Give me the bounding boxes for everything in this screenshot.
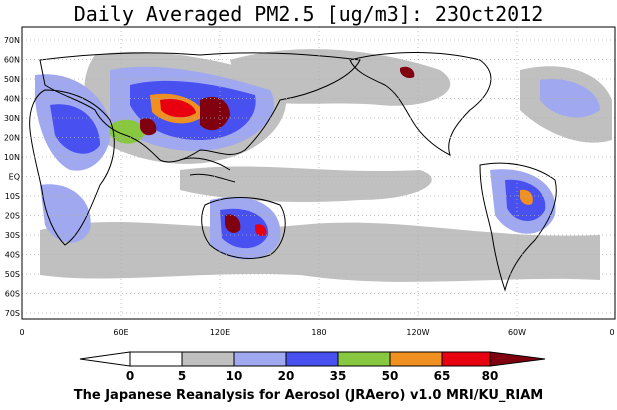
colorbar-label: 20 [278,369,295,383]
lon-label: 60W [508,328,526,337]
lat-label: 40N [4,95,20,104]
field-red-australia [255,224,267,237]
lat-label: 70N [4,36,20,45]
colorbar-bin [285,351,339,367]
lat-label: 20N [4,134,20,143]
coast-eurasia [39,52,361,163]
colorbar-bin [181,351,235,367]
map-frame [21,26,616,320]
coastlines [29,52,557,292]
field-orange-samerica [519,189,533,205]
field-red-asia [160,98,196,118]
colorbar-label: 35 [330,369,347,383]
colorbar-bin [389,351,443,367]
colorbar-label: 65 [434,369,451,383]
colorbar-bin [233,351,287,367]
coast-samerica [479,162,557,292]
pm25-field [22,27,615,319]
footer-credit: The Japanese Reanalysis for Aerosol (JRA… [73,388,544,403]
lat-label: 30S [5,231,20,240]
graticule [22,27,615,319]
colorbar-label: 5 [178,369,186,383]
lat-label: 10S [5,192,20,201]
colorbar: 0 5 10 20 35 50 65 80 [79,351,546,383]
field-lavender-safrica [40,184,91,243]
field-dark-australia [225,214,241,233]
colorbar-high-arrow [489,351,546,367]
map-title: Daily Averaged PM2.5 [ug/m3]: 23Oct2012 [73,2,544,26]
colorbar-bin [441,351,491,367]
lat-label: 20S [5,212,20,221]
coast-australia [201,197,286,259]
lat-label: 50N [4,75,20,84]
field-light-tropics [180,166,432,202]
lon-label: 0 [19,328,24,337]
colorbar-label: 50 [382,369,399,383]
lat-label: 40S [5,251,20,260]
colorbar-label: 0 [126,369,134,383]
coast-africa [29,89,115,246]
lat-labels: 70N 60N 50N 40N 30N 20N 10N EQ 10S 20S 3… [4,36,20,318]
lon-label: 120W [406,328,429,337]
lon-labels: 0 60E 120E 180 120W 60W 0 [19,328,614,337]
lon-label: 120E [210,328,230,337]
lon-label: 60E [113,328,128,337]
lon-label: 0 [609,328,614,337]
lat-label: 10N [4,153,20,162]
lat-label: 30N [4,114,20,123]
lat-label: 50S [5,270,20,279]
lat-label: 60N [4,56,20,65]
colorbar-label: 80 [482,369,499,383]
colorbar-low-arrow [79,351,131,367]
lon-label: 180 [311,328,326,337]
lat-label: 70S [5,309,20,318]
field-light-south-belt [40,221,600,282]
field-dark-namerica [400,66,415,79]
field-dark-asia [200,96,230,131]
colorbar-label: 10 [226,369,243,383]
colorbar-bin [337,351,391,367]
colorbar-bin [129,351,183,367]
field-blue-africa [50,104,100,154]
coast-indonesia [179,157,236,183]
field-dark-indo [140,118,157,136]
lat-label: EQ [9,173,20,182]
colorbar-labels: 0 5 10 20 35 50 65 80 [126,369,499,383]
lat-label: 60S [5,290,20,299]
coast-namerica [349,52,492,156]
